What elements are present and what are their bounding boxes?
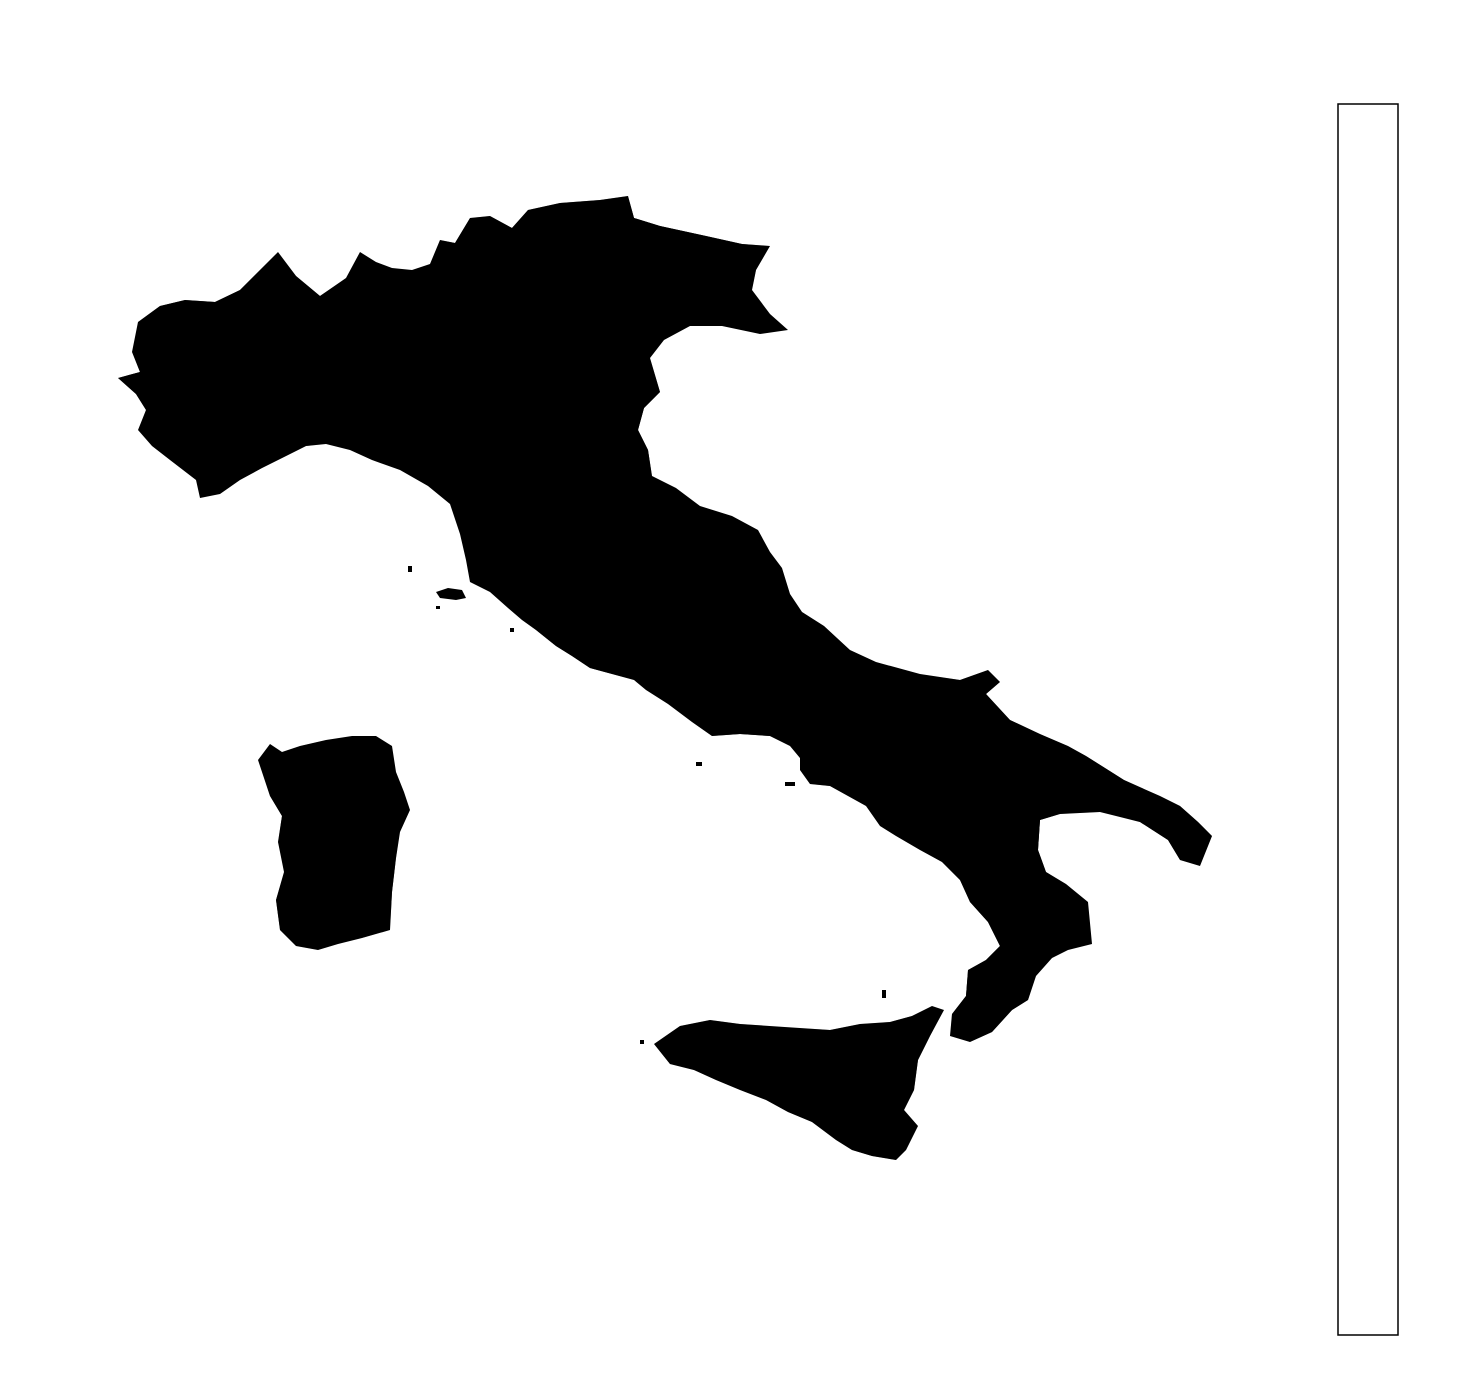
elba-island [436, 588, 466, 600]
islet [882, 990, 886, 998]
italy-spi-map [118, 196, 1212, 1160]
islet [640, 1040, 644, 1044]
islet [785, 782, 795, 786]
islet [510, 628, 514, 632]
colorbar [1337, 103, 1399, 1336]
islet [408, 566, 412, 572]
colorbar-bar [1337, 103, 1399, 1336]
spi-field [118, 196, 1212, 1160]
islet [696, 762, 702, 766]
islet [436, 606, 440, 609]
small-islands [408, 566, 886, 1044]
